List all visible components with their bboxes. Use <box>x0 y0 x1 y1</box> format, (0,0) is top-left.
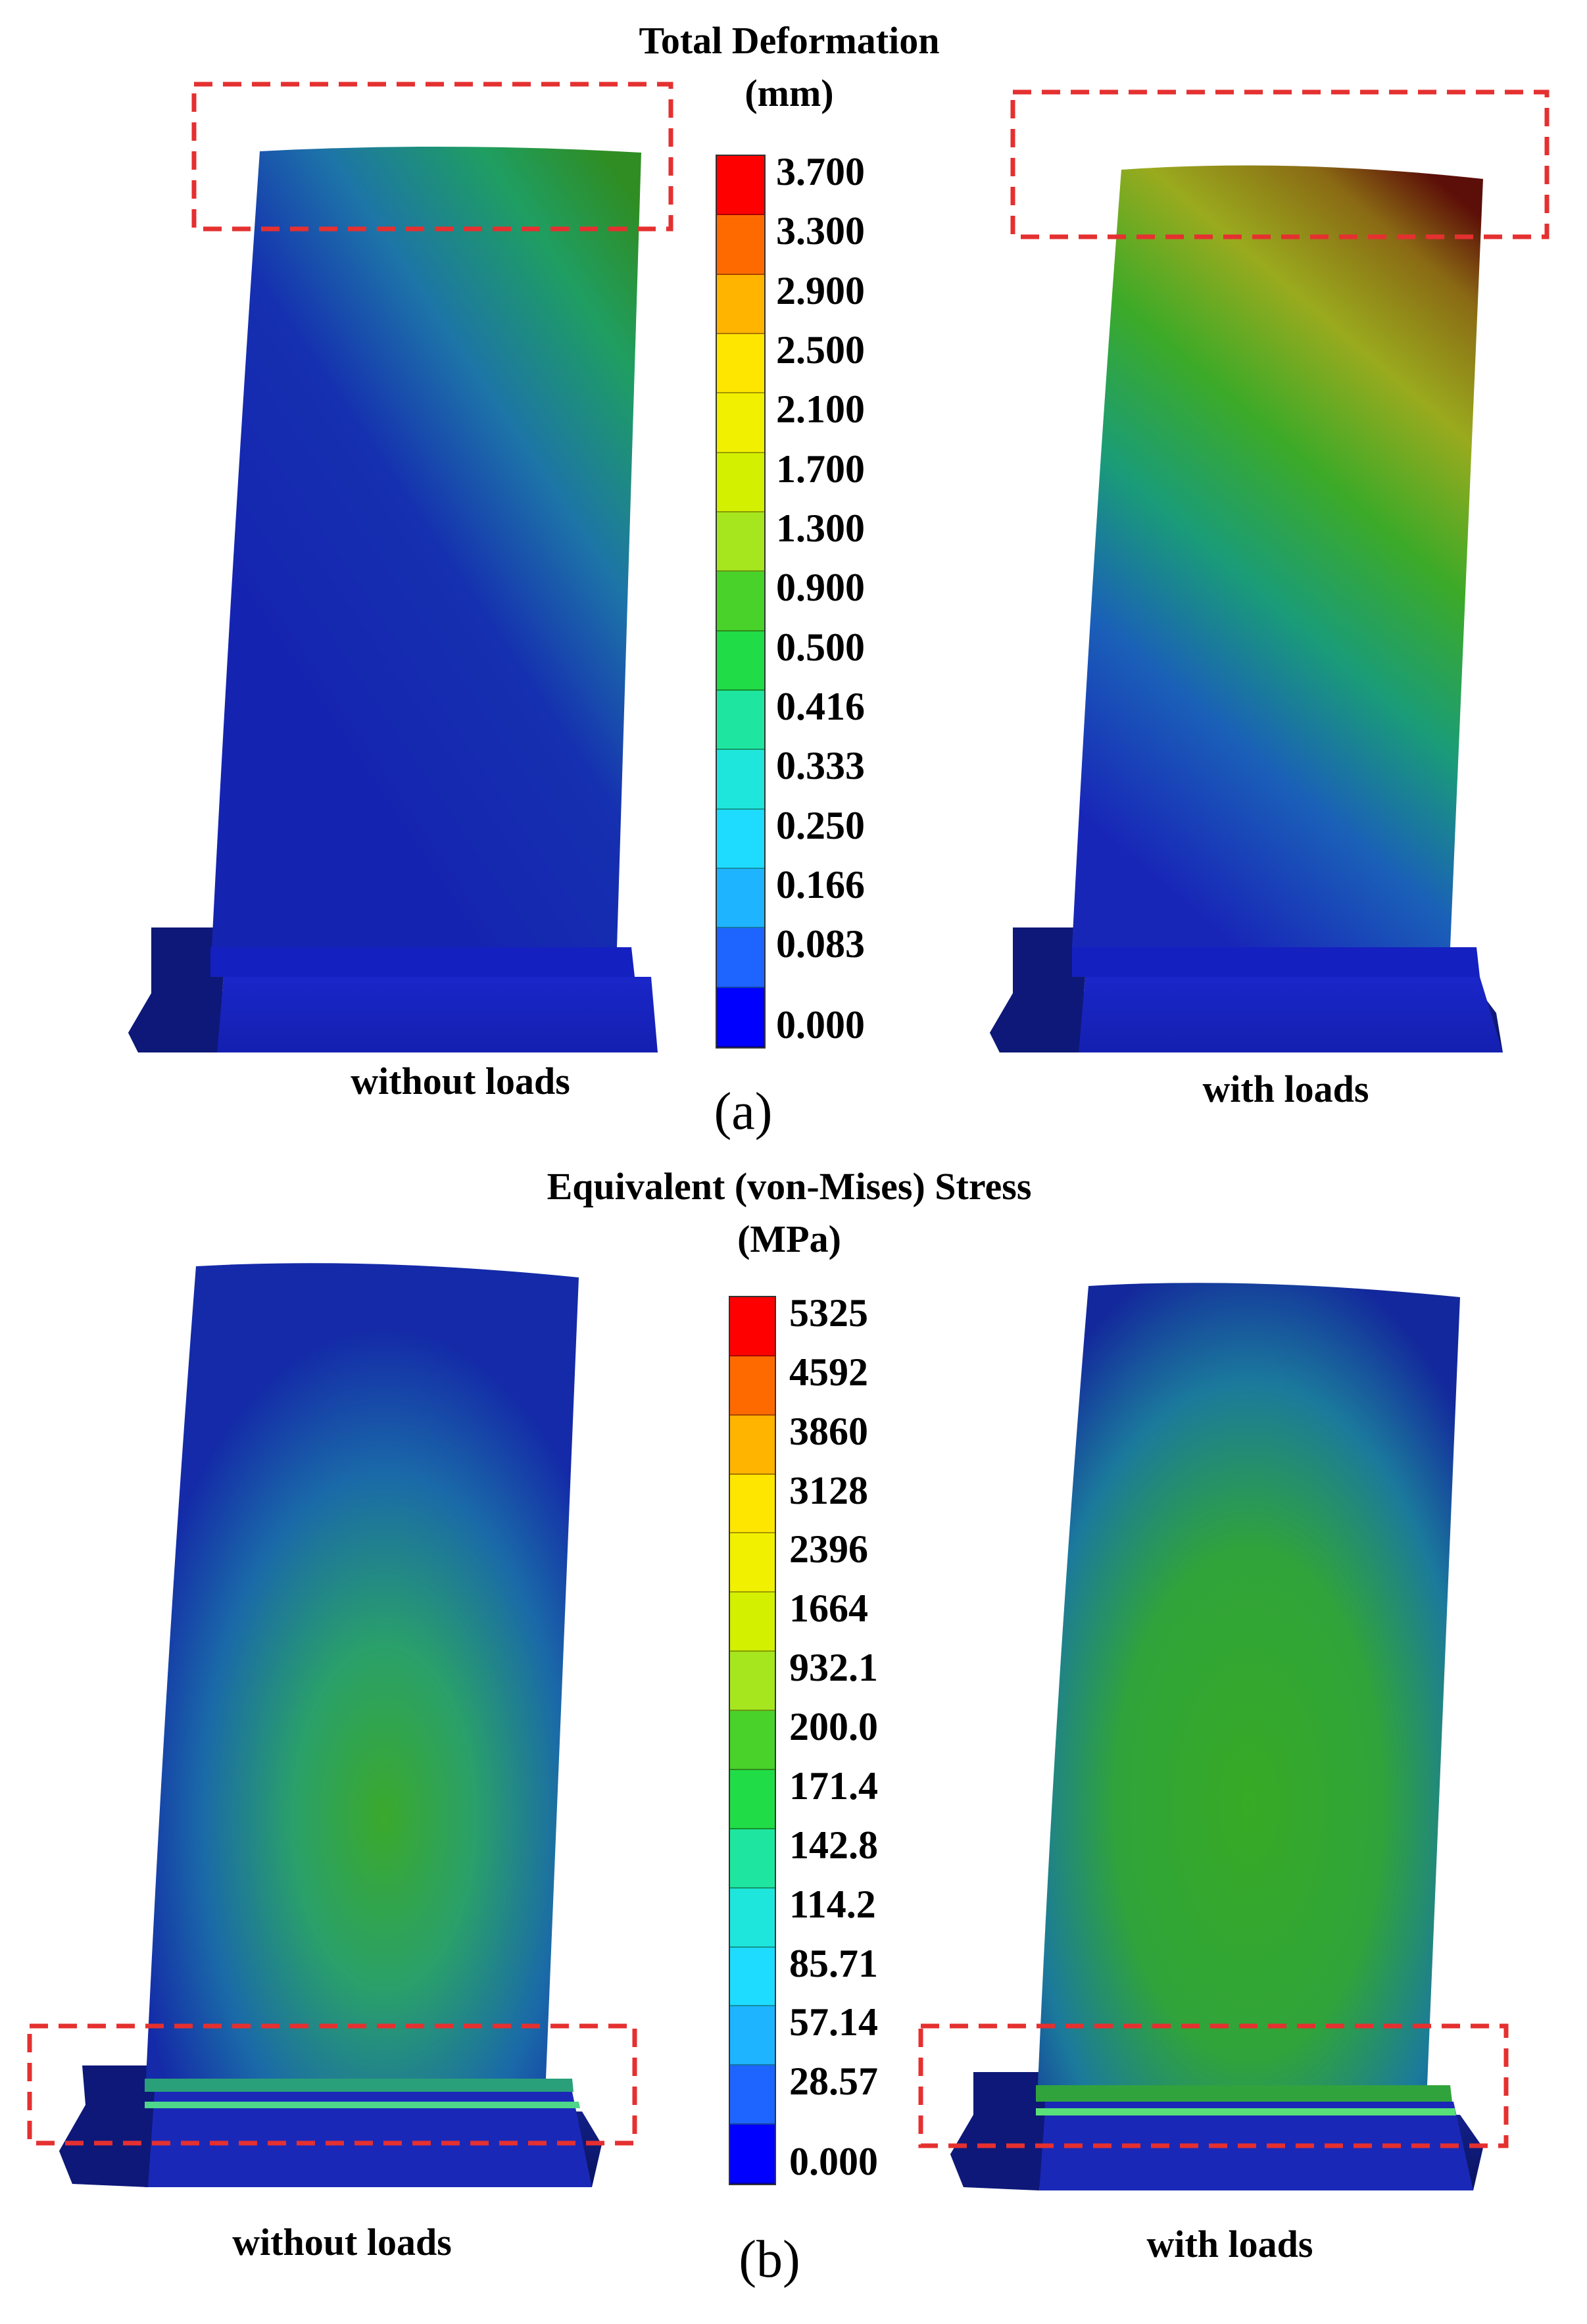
colorbar-cell <box>730 2006 775 2066</box>
colorbar-level-label: 28.57 <box>789 2060 878 2104</box>
colorbar-level-label: 3128 <box>789 1468 868 1512</box>
colorbar-level-label: 0.333 <box>776 744 865 788</box>
colorbar-level-label: 3.700 <box>776 150 865 193</box>
colorbar-level-label: 0.000 <box>776 1003 865 1047</box>
panel-b-unit: (MPa) <box>737 1218 841 1260</box>
colorbar-cell <box>730 1356 775 1416</box>
colorbar-level-label: 114.2 <box>789 1882 876 1926</box>
colorbar-level-label: 2.500 <box>776 328 865 372</box>
highlight-box-a-right <box>1010 89 1550 239</box>
panel-b-label: (b) <box>739 2231 800 2288</box>
highlight-boxes <box>27 82 1550 2148</box>
colorbar-cell <box>730 1769 775 1829</box>
colorbar-cell <box>730 2125 775 2184</box>
blade-a-without-loads <box>128 146 658 1052</box>
colorbar-cell <box>730 1415 775 1475</box>
panel-a-title: Total Deformation <box>639 19 940 62</box>
colorbar-level-label: 142.8 <box>789 1823 878 1867</box>
colorbar-stress <box>729 1296 776 2185</box>
colorbar-level-label: 200.0 <box>789 1705 878 1749</box>
colorbar-level-label: 5325 <box>789 1291 868 1335</box>
colorbar-level-label: 0.416 <box>776 685 865 728</box>
colorbar-cell <box>717 869 764 929</box>
colorbar-cell <box>730 1711 775 1770</box>
colorbar-cell <box>730 1474 775 1534</box>
colorbar-cell <box>730 1947 775 2007</box>
colorbar-cell <box>717 156 764 216</box>
colorbar-cell <box>717 215 764 275</box>
colorbar-cell <box>717 274 764 334</box>
colorbar-level-label: 171.4 <box>789 1764 878 1808</box>
panel-a-right-caption: with loads <box>1202 1068 1369 1110</box>
colorbar-cell <box>717 809 764 869</box>
colorbar-level-label: 4592 <box>789 1350 868 1394</box>
blade-b-with-loads <box>950 1283 1483 2190</box>
colorbar-level-label: 0.000 <box>789 2140 878 2183</box>
colorbar-cell <box>730 1297 775 1356</box>
colorbar-level-label: 932.1 <box>789 1646 878 1690</box>
colorbar-cell <box>717 512 764 572</box>
colorbar-level-label: 2.100 <box>776 387 865 432</box>
colorbar-level-label: 3.300 <box>776 209 865 253</box>
highlight-box-b-left <box>27 2023 637 2146</box>
panel-a-unit: (mm) <box>745 72 834 114</box>
colorbar-cell <box>730 1829 775 1889</box>
colorbar-level-label: 85.71 <box>789 1941 878 1985</box>
blade-a-with-loads <box>990 165 1503 1052</box>
colorbar-level-label: 0.083 <box>776 922 865 966</box>
colorbar-cell <box>730 1533 775 1593</box>
colorbar-cell <box>730 2065 775 2125</box>
highlight-box-a-left <box>191 82 673 232</box>
panel-b-right-caption: with loads <box>1146 2223 1313 2265</box>
colorbar-cell <box>717 572 764 631</box>
colorbar-level-label: 0.166 <box>776 863 865 906</box>
colorbar-level-label: 2.900 <box>776 268 865 312</box>
colorbar-level-label: 3860 <box>789 1409 868 1453</box>
colorbar-cell <box>717 631 764 691</box>
blade-b-without-loads <box>59 1263 602 2187</box>
colorbar-deformation <box>716 155 766 1049</box>
highlight-box-b-right <box>918 2023 1509 2148</box>
panel-a-label: (a) <box>714 1083 773 1141</box>
colorbar-level-label: 0.500 <box>776 625 865 669</box>
panel-a-left-caption: without loads <box>351 1060 570 1102</box>
colorbar-cell <box>717 453 764 512</box>
colorbar-cell <box>717 393 764 453</box>
colorbar-cell <box>717 691 764 751</box>
colorbar-level-label: 57.14 <box>789 2000 878 2044</box>
colorbar-cell <box>730 1652 775 1712</box>
colorbar-level-label: 2396 <box>789 1527 868 1571</box>
colorbar-cell <box>717 334 764 394</box>
colorbar-level-label: 1664 <box>789 1587 868 1631</box>
colorbar-cell <box>717 987 764 1047</box>
panel-b-title: Equivalent (von-Mises) Stress <box>547 1165 1032 1208</box>
colorbar-level-label: 1.300 <box>776 507 865 550</box>
colorbar-cell <box>717 928 764 988</box>
colorbar-level-label: 1.700 <box>776 447 865 491</box>
colorbar-level-label: 0.250 <box>776 803 865 847</box>
colorbar-cell <box>730 1593 775 1652</box>
colorbar-cell <box>730 1888 775 1948</box>
colorbar-level-label: 0.900 <box>776 566 865 610</box>
panel-b-left-caption: without loads <box>232 2221 452 2263</box>
colorbar-cell <box>717 750 764 810</box>
